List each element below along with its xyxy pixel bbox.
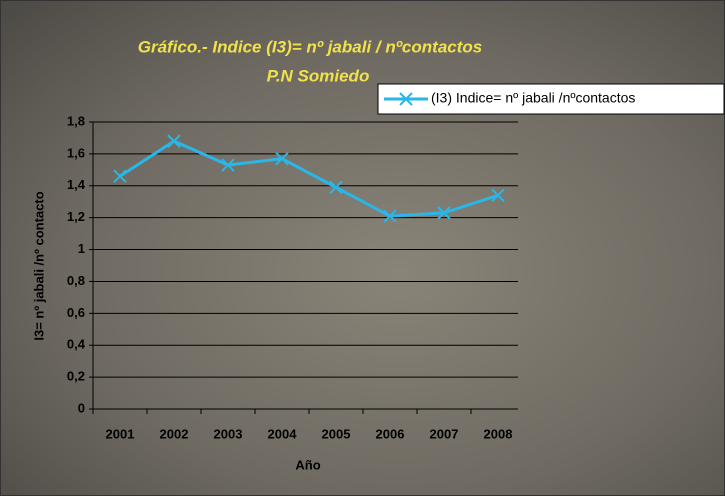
x-tick-label: 2006 <box>376 426 405 441</box>
x-tick-label: 2007 <box>430 426 459 441</box>
marker <box>221 158 235 172</box>
chart-subtitle: P.N Somiedo <box>267 66 370 85</box>
marker <box>491 188 505 203</box>
y-tick-label: 1 <box>78 241 85 256</box>
y-tick-label: 1,2 <box>67 209 85 224</box>
marker <box>437 206 451 220</box>
chart-title: Gráfico.- Indice (I3)= nº jabali / nºcon… <box>138 37 482 56</box>
marker <box>329 180 343 195</box>
marker <box>167 134 181 148</box>
y-axis-label: I3= nº jabali /nº contacto <box>31 191 46 340</box>
y-tick-label: 1,4 <box>67 177 86 192</box>
x-tick-label: 2002 <box>160 426 189 441</box>
y-tick-label: 0,4 <box>67 337 86 352</box>
marker <box>113 169 127 183</box>
legend-box <box>377 83 725 115</box>
x-tick-label: 2001 <box>106 426 135 441</box>
x-tick-label: 2003 <box>214 426 243 441</box>
y-tick-label: 0 <box>78 400 85 415</box>
y-tick-label: 1,6 <box>67 145 85 160</box>
y-tick-label: 0,2 <box>67 369 85 384</box>
marker <box>275 151 289 166</box>
y-tick-label: 0,6 <box>67 305 85 320</box>
marker <box>383 209 397 223</box>
x-tick-label: 2005 <box>322 426 351 441</box>
legend: (I3) Indice= nº jabali /nºcontactos <box>377 83 725 115</box>
y-tick-label: 1,8 <box>67 113 85 128</box>
legend-marker <box>399 92 413 106</box>
x-axis-label: Año <box>295 457 320 472</box>
series-line <box>119 139 499 218</box>
legend-label: (I3) Indice= nº jabali /nºcontactos <box>431 90 635 106</box>
x-tick-label: 2004 <box>268 426 298 441</box>
y-tick-label: 0,8 <box>67 273 85 288</box>
x-tick-label: 2008 <box>484 426 513 441</box>
